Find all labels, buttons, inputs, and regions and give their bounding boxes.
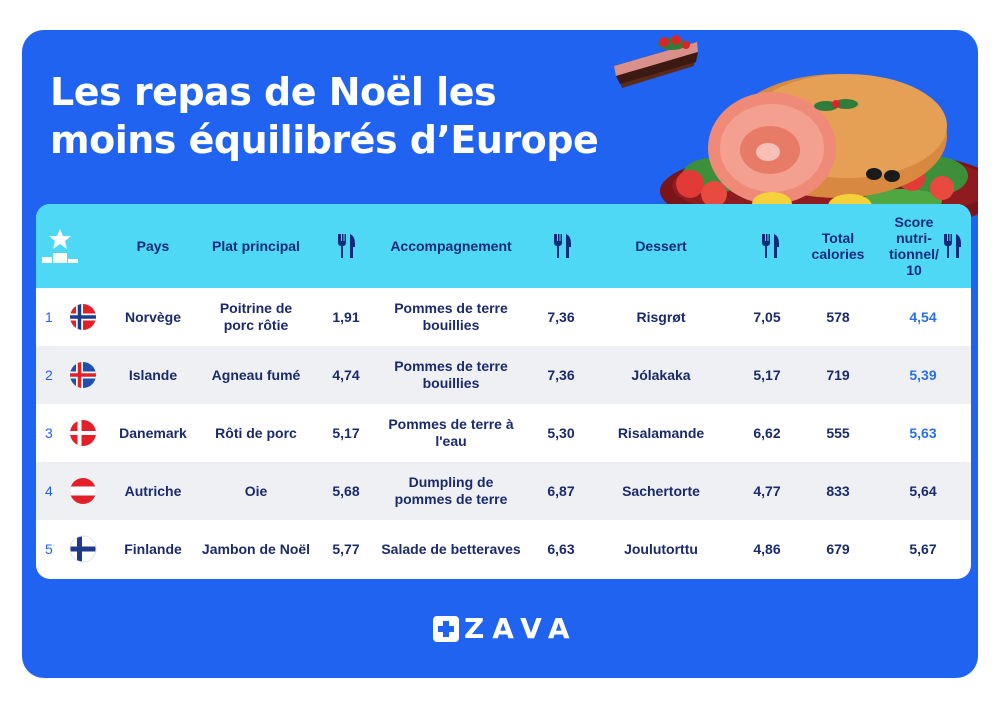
plat-score-cell: 4,74 xyxy=(332,366,360,383)
table-header: Pays Plat principal Accompagnement Desse… xyxy=(36,204,971,288)
header-accompagnement: Accompagnement xyxy=(390,238,512,254)
page-title: Les repas de Noël les moins équilibrés d… xyxy=(50,68,610,164)
plat-score-cell: 5,17 xyxy=(332,424,360,441)
fork-knife-icon xyxy=(338,234,355,258)
plat-cell: Agneau fumé xyxy=(211,366,301,383)
accomp-score-cell: 7,36 xyxy=(547,308,575,325)
calories-cell: 833 xyxy=(826,482,850,499)
title-line-1: Les repas de Noël les xyxy=(50,70,497,114)
accompagnement-cell: Pommes de terre à l'eau xyxy=(388,416,514,449)
header-plat-score xyxy=(328,204,364,288)
dessert-cell: Sachertorte xyxy=(622,482,700,499)
accomp-score-cell: 6,87 xyxy=(547,482,575,499)
denmark-flag-icon xyxy=(70,420,96,446)
dessert-cell: Jólakaka xyxy=(631,366,691,383)
score-cell: 5,64 xyxy=(909,482,937,499)
rank-cell: 3 xyxy=(45,424,53,441)
austria-flag-icon xyxy=(70,478,96,504)
cake-slice-icon xyxy=(614,35,698,88)
header-accomp-score xyxy=(544,204,580,288)
table-row: 2 Islande Agneau fumé 4,74 Pommes de ter… xyxy=(36,346,971,404)
table-row: 5 Finlande Jambon de Noël 5,77 Salade de… xyxy=(36,520,971,578)
plat-score-cell: 1,91 xyxy=(332,308,360,325)
accomp-score-cell: 6,63 xyxy=(547,540,575,557)
fork-knife-icon xyxy=(762,234,779,258)
accompagnement-cell: Salade de betteraves xyxy=(381,540,521,557)
podium-star-icon xyxy=(42,229,78,263)
pays-cell: Autriche xyxy=(124,482,182,499)
accomp-score-cell: 7,36 xyxy=(547,366,575,383)
plat-cell: Oie xyxy=(244,482,268,499)
rank-cell: 5 xyxy=(45,540,53,557)
fork-knife-icon xyxy=(944,234,961,258)
rank-cell: 2 xyxy=(45,366,53,383)
table-row: 4 Autriche Oie 5,68 Dumpling de pommes d… xyxy=(36,462,971,520)
pays-cell: Finlande xyxy=(124,540,182,557)
header-score: Score nutri- tionnel/ 10 xyxy=(889,214,939,278)
plat-cell: Jambon de Noël xyxy=(201,540,311,557)
table-row: 1 Norvège Poitrine de porc rôtie 1,91 Po… xyxy=(36,288,971,346)
header-dessert: Dessert xyxy=(635,238,687,254)
header-plat-principal: Plat principal xyxy=(212,238,300,254)
accompagnement-cell: Dumpling de pommes de terre xyxy=(394,474,508,507)
norway-flag-icon xyxy=(70,304,96,330)
rank-cell: 1 xyxy=(45,308,53,325)
pays-cell: Norvège xyxy=(124,308,182,325)
iceland-flag-icon xyxy=(70,362,96,388)
header-total-calories: Total calories xyxy=(811,230,865,262)
pays-cell: Danemark xyxy=(119,424,187,441)
dessert-score-cell: 4,77 xyxy=(753,482,781,499)
rank-header xyxy=(40,204,80,288)
header-pays: Pays xyxy=(136,238,170,254)
dessert-cell: Risalamande xyxy=(617,424,705,441)
dessert-cell: Joulutorttu xyxy=(624,540,698,557)
dessert-cell: Risgrøt xyxy=(636,308,686,325)
calories-cell: 578 xyxy=(826,308,850,325)
dessert-score-cell: 7,05 xyxy=(753,308,781,325)
calories-cell: 679 xyxy=(826,540,850,557)
ranking-table: Pays Plat principal Accompagnement Desse… xyxy=(36,204,971,579)
finland-flag-icon xyxy=(69,535,97,563)
accomp-score-cell: 5,30 xyxy=(547,424,575,441)
header-dessert-score xyxy=(752,204,788,288)
plat-score-cell: 5,77 xyxy=(332,540,360,557)
calories-cell: 555 xyxy=(826,424,850,441)
brand-name: ZAVA xyxy=(464,612,578,645)
table-row: 3 Danemark Rôti de porc 5,17 Pommes de t… xyxy=(36,404,971,462)
score-cell: 5,67 xyxy=(909,540,937,557)
score-cell: 4,54 xyxy=(909,308,937,325)
dessert-score-cell: 5,17 xyxy=(753,366,781,383)
title-line-2: moins équilibrés d’Europe xyxy=(50,118,599,162)
score-cell: 5,39 xyxy=(909,366,937,383)
zava-cross-icon xyxy=(433,616,459,642)
infographic-panel: Les repas de Noël les moins équilibrés d… xyxy=(22,30,978,678)
plat-cell: Poitrine de porc rôtie xyxy=(219,300,293,333)
accompagnement-cell: Pommes de terre bouillies xyxy=(394,300,508,333)
plat-cell: Rôti de porc xyxy=(215,424,297,441)
pays-cell: Islande xyxy=(128,366,178,383)
dessert-score-cell: 6,62 xyxy=(753,424,781,441)
header-score-icon xyxy=(940,204,964,288)
dessert-score-cell: 4,86 xyxy=(753,540,781,557)
calories-cell: 719 xyxy=(826,366,850,383)
plat-score-cell: 5,68 xyxy=(332,482,360,499)
fork-knife-icon xyxy=(554,234,571,258)
rank-cell: 4 xyxy=(45,482,53,499)
score-cell: 5,63 xyxy=(909,424,937,441)
accompagnement-cell: Pommes de terre bouillies xyxy=(394,358,508,391)
